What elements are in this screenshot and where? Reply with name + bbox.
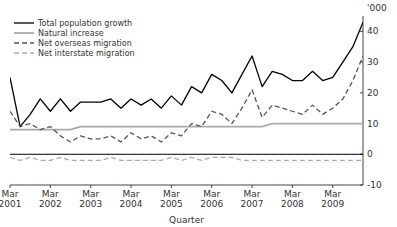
legend-swatch bbox=[14, 22, 34, 23]
x-axis-label: Quarter bbox=[169, 215, 204, 225]
x-tick bbox=[131, 185, 132, 188]
x-tick-label: Mar2004 bbox=[120, 189, 143, 209]
y-tick-label: 10 bbox=[367, 119, 379, 129]
x-tick-label: Mar2003 bbox=[79, 189, 102, 209]
y-tick-label: 30 bbox=[367, 57, 379, 67]
x-tick-label: Mar2005 bbox=[160, 189, 183, 209]
x-tick-label: Mar2007 bbox=[241, 189, 264, 209]
legend-swatch bbox=[14, 52, 34, 53]
x-tick-label: Mar2002 bbox=[39, 189, 62, 209]
y-tick bbox=[360, 31, 363, 32]
x-tick bbox=[292, 185, 293, 188]
x-tick bbox=[10, 185, 11, 188]
legend-swatch bbox=[14, 32, 34, 34]
y-axis-line bbox=[363, 16, 364, 185]
legend-label: Total population growth bbox=[37, 19, 132, 28]
x-tick-label: Mar2001 bbox=[0, 189, 21, 209]
x-tick-label: Mar2008 bbox=[281, 189, 304, 209]
series-line bbox=[10, 22, 363, 126]
x-tick-label: Mar2006 bbox=[200, 189, 223, 209]
y-tick bbox=[360, 92, 363, 93]
legend: Total population growthNatural increaseN… bbox=[14, 19, 135, 58]
x-tick bbox=[90, 185, 91, 188]
y-tick-label: -10 bbox=[367, 180, 382, 190]
series-line bbox=[10, 56, 363, 142]
y-tick-label: 0 bbox=[367, 149, 373, 159]
y-tick bbox=[360, 185, 363, 186]
x-tick-label: Mar2009 bbox=[321, 189, 344, 209]
x-tick bbox=[252, 185, 253, 188]
series-line bbox=[10, 157, 363, 160]
y-tick-label: 40 bbox=[367, 26, 379, 36]
legend-label: Natural increase bbox=[38, 29, 104, 38]
zero-line bbox=[10, 154, 363, 155]
x-tick bbox=[50, 185, 51, 188]
series-group bbox=[10, 22, 363, 160]
legend-label: Net overseas migration bbox=[38, 39, 132, 48]
y-axis-label: '000 bbox=[367, 3, 387, 13]
chart: -10 0 10 20 30 40 Mar2001 Mar2002 Mar2003 Mar2004… bbox=[0, 0, 397, 227]
x-tick bbox=[211, 185, 212, 188]
y-tick-label: 20 bbox=[367, 88, 379, 98]
legend-label: Net interstate migration bbox=[38, 49, 135, 58]
x-tick bbox=[332, 185, 333, 188]
x-tick bbox=[171, 185, 172, 188]
legend-swatch bbox=[14, 42, 34, 43]
x-axis-line bbox=[10, 185, 363, 186]
